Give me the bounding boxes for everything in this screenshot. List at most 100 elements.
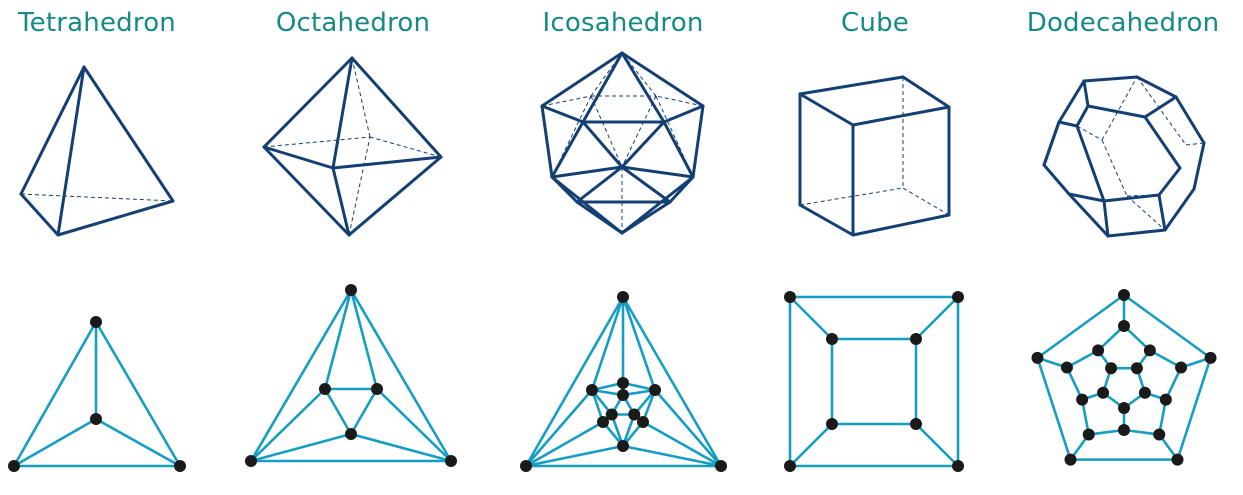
tetrahedron-graph-edge xyxy=(94,320,182,468)
icosahedron-visible-edge xyxy=(575,165,624,204)
icosahedron-graph-vertex xyxy=(597,416,609,428)
dodecahedron-solid xyxy=(1042,75,1206,238)
octahedron-visible-edge xyxy=(331,155,443,170)
dodecahedron-hidden-edge xyxy=(1126,195,1166,231)
cube-graph-edge xyxy=(788,295,834,341)
octahedron-graph-vertex xyxy=(345,284,357,296)
dodecahedron-graph-vertex xyxy=(1138,386,1151,399)
tetrahedron-visible-edge xyxy=(19,192,60,237)
octahedron-graph-edge xyxy=(349,288,453,463)
cube-graph-vertex xyxy=(952,460,964,472)
octahedron-visible-edge xyxy=(262,145,351,237)
dodecahedron-graph-edge xyxy=(1036,293,1126,360)
cube-visible-edge xyxy=(851,105,951,127)
octahedron-graph-edge xyxy=(375,387,453,463)
dodecahedron-hidden-edge xyxy=(1101,139,1128,197)
icosahedron-visible-edge xyxy=(540,51,624,108)
octahedron-graph-vertex xyxy=(371,383,383,395)
icosahedron-graph xyxy=(520,291,727,472)
dodecahedron-visible-edge xyxy=(1067,192,1106,203)
octahedron-graph-edge xyxy=(249,288,353,463)
icosahedron-graph-vertex xyxy=(649,384,661,396)
icosahedron-visible-edge xyxy=(540,104,585,124)
icosahedron-visible-edge xyxy=(620,175,695,235)
title-dodecahedron: Dodecahedron xyxy=(1026,8,1220,38)
icosahedron-graph-vertex xyxy=(617,389,629,401)
octahedron-graph xyxy=(245,284,457,467)
icosahedron-graph-vertex xyxy=(617,377,629,389)
icosahedron-graph-edge xyxy=(621,295,723,468)
tetrahedron-visible-edge xyxy=(56,199,175,237)
cube-graph-vertex xyxy=(826,418,838,430)
octahedron-graph-vertex xyxy=(245,455,257,467)
dodecahedron-visible-edge xyxy=(1067,192,1110,238)
dodecahedron-visible-edge xyxy=(1042,120,1061,167)
dodecahedron-graph-vertex xyxy=(1031,351,1044,364)
octahedron-graph-edge xyxy=(323,288,353,391)
cube-graph-vertex xyxy=(910,333,922,345)
dodecahedron-graph-vertex xyxy=(1118,320,1130,332)
icosahedron-graph-edge xyxy=(653,388,723,468)
cube-graph-vertex xyxy=(784,291,796,303)
tetrahedron-graph-vertex xyxy=(90,316,102,328)
dodecahedron-graph-vertex xyxy=(1171,453,1184,466)
icosahedron-visible-edge xyxy=(620,51,666,124)
icosahedron-graph-edge xyxy=(621,295,657,392)
icosahedron-graph-edge xyxy=(524,420,605,468)
icosahedron-graph-vertex xyxy=(715,460,727,472)
icosahedron-hidden-edge xyxy=(621,95,657,168)
dodecahedron-visible-edge xyxy=(1174,95,1206,145)
icosahedron-graph-vertex xyxy=(637,416,649,428)
icosahedron-graph-edge xyxy=(641,420,723,468)
dodecahedron-visible-edge xyxy=(1075,124,1106,203)
octahedron-graph-edge xyxy=(349,387,379,436)
icosahedron-visible-edge xyxy=(620,120,666,169)
icosahedron-visible-edge xyxy=(691,104,705,179)
cube-visible-edge xyxy=(798,75,905,96)
dodecahedron-visible-edge xyxy=(1157,166,1182,197)
icosahedron-graph-edge xyxy=(524,295,625,468)
title-tetrahedron: Tetrahedron xyxy=(18,8,176,38)
dodecahedron-hidden-edge xyxy=(1076,125,1103,141)
tetrahedron-graph xyxy=(8,316,186,472)
octahedron-graph-edge xyxy=(349,432,453,463)
icosahedron-graph-vertex xyxy=(628,408,641,421)
dodecahedron-visible-edge xyxy=(1075,104,1090,128)
dodecahedron-visible-edge xyxy=(1042,163,1071,196)
icosahedron-graph-vertex xyxy=(586,384,598,396)
dodecahedron-visible-edge xyxy=(1102,199,1110,238)
dodecahedron-graph-vertex xyxy=(1097,386,1110,399)
cube-graph-edge xyxy=(914,422,960,468)
cube-graph-vertex xyxy=(784,460,796,472)
icosahedron-hidden-edge xyxy=(655,95,704,107)
cube-graph-vertex xyxy=(910,418,922,430)
tetrahedron-visible-edge xyxy=(82,65,175,203)
dodecahedron-visible-edge xyxy=(1106,228,1167,238)
cube-graph-edge xyxy=(788,422,834,468)
icosahedron-visible-edge xyxy=(620,51,705,108)
icosahedron-visible-edge xyxy=(550,175,624,235)
dodecahedron-visible-edge xyxy=(1057,79,1086,124)
dodecahedron-hidden-edge xyxy=(1185,142,1205,146)
icosahedron-solid xyxy=(540,51,705,235)
title-icosahedron: Icosahedron xyxy=(542,8,704,38)
tetrahedron-graph-edge xyxy=(12,320,98,468)
icosahedron-graph-vertex xyxy=(520,460,532,472)
octahedron-graph-edge xyxy=(323,387,353,436)
dodecahedron-graph-vertex xyxy=(1130,362,1143,375)
icosahedron-hidden-edge xyxy=(655,95,694,178)
cube-graph-edge xyxy=(914,295,960,341)
dodecahedron-visible-edge xyxy=(1143,95,1178,119)
icosahedron-visible-edge xyxy=(550,165,624,179)
icosahedron-graph-edge xyxy=(524,388,594,468)
octahedron-visible-edge xyxy=(262,145,335,170)
dodecahedron-visible-edge xyxy=(1057,120,1079,128)
icosahedron-visible-edge xyxy=(581,120,624,169)
dodecahedron-graph-vertex xyxy=(1105,362,1118,375)
octahedron-graph-vertex xyxy=(345,428,357,440)
tetrahedron-graph-edge xyxy=(12,417,98,468)
octahedron-solid xyxy=(262,56,443,237)
icosahedron-graph-edge xyxy=(590,295,625,392)
